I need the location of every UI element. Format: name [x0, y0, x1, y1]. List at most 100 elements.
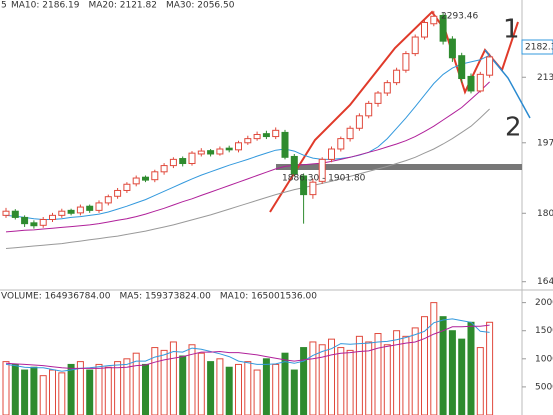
- candle-body: [169, 158, 177, 167]
- legend-prefix: 5: [1, 1, 7, 11]
- y-tick-label: 20000: [535, 298, 553, 308]
- candle-body: [86, 205, 94, 211]
- annotation-support: 1886.30 - 1901.80: [282, 174, 366, 184]
- candle-body: [95, 202, 103, 211]
- candle-body: [179, 158, 187, 165]
- candle-body: [458, 55, 466, 79]
- volume-bar: [95, 363, 103, 415]
- candle-body: [486, 56, 494, 76]
- volume-bar: [2, 361, 10, 415]
- candle-body: [262, 133, 270, 138]
- candle-body: [290, 155, 298, 175]
- legend-entry: MA5: 159373824.00: [119, 292, 211, 302]
- volume-bar: [30, 366, 38, 415]
- candle-body: [365, 102, 373, 117]
- candle-body: [448, 38, 456, 59]
- candle-body: [272, 129, 280, 138]
- candle-body: [476, 73, 484, 92]
- candle-body: [421, 22, 428, 38]
- volume-bar: [318, 344, 326, 415]
- volume-bar: [86, 369, 94, 415]
- annotation-high: 2293.46: [441, 12, 478, 22]
- volume-bar: [393, 330, 401, 415]
- volume-bar: [235, 363, 242, 415]
- candle-body: [197, 150, 205, 155]
- candle-body: [300, 175, 308, 196]
- volume-bar: [253, 369, 261, 415]
- candle-body: [67, 209, 75, 214]
- volume-bar: [142, 363, 149, 415]
- volume-bar: [328, 338, 335, 415]
- volume-bar: [448, 330, 456, 415]
- volume-bar: [430, 302, 438, 415]
- volume-bar: [290, 369, 298, 415]
- annotation-two: 2: [505, 113, 522, 143]
- candle-body: [411, 36, 419, 55]
- volume-bar: [476, 347, 484, 415]
- candle-body: [253, 133, 261, 140]
- ma-line: [5, 108, 490, 249]
- candle-body: [318, 158, 326, 182]
- volume-bar: [104, 366, 112, 415]
- legend-entry: MA30: 2056.50: [166, 1, 235, 11]
- support-band: [276, 164, 522, 170]
- volume-bar: [272, 363, 280, 415]
- volume-bar: [216, 358, 224, 415]
- candle-body: [39, 219, 47, 226]
- volume-bar: [114, 361, 122, 415]
- volume-bar: [21, 369, 29, 415]
- candle-body: [132, 177, 140, 185]
- candle-body: [393, 69, 401, 84]
- volume-bar: [132, 352, 140, 415]
- volume-bar: [179, 355, 187, 415]
- candle-body: [104, 196, 112, 204]
- legend-entry: MA10: 2186.19: [11, 1, 80, 11]
- volume-bar: [383, 344, 391, 415]
- volume-bar: [160, 349, 168, 415]
- candle-body: [49, 214, 56, 220]
- candle-body: [160, 165, 168, 173]
- volume-bar: [244, 361, 252, 415]
- volume-title: VOLUME: 164936784.00: [1, 292, 111, 302]
- candle-body: [30, 222, 38, 227]
- y-tick-label: 10000: [535, 354, 553, 364]
- candle-body: [216, 148, 224, 155]
- y-tick-label: 197: [537, 138, 553, 148]
- ma-line: [5, 81, 490, 233]
- volume-bar: [300, 347, 308, 415]
- candle-body: [142, 176, 149, 181]
- volume-bar: [197, 352, 205, 415]
- volume-bar: [346, 349, 354, 415]
- candle-body: [430, 15, 438, 25]
- volume-bar: [262, 358, 270, 415]
- candle-body: [439, 14, 447, 42]
- candle-body: [21, 216, 29, 225]
- ma-line: [5, 54, 490, 220]
- volume-bar: [49, 369, 56, 415]
- volume-bar: [151, 347, 159, 415]
- y-tick-label: 5000: [535, 382, 553, 392]
- price-tag: [521, 39, 553, 55]
- candle-body: [374, 92, 382, 104]
- volume-bar: [309, 341, 317, 415]
- candle-body: [2, 210, 10, 216]
- candle-body: [383, 82, 391, 94]
- candle-body: [123, 183, 131, 191]
- candle-body: [151, 171, 159, 181]
- volume-bar: [39, 375, 47, 415]
- candle-body: [188, 152, 196, 165]
- volume-bar: [458, 338, 466, 415]
- volume-bar: [76, 361, 84, 415]
- candle-body: [114, 189, 122, 197]
- volume-bar: [402, 335, 410, 415]
- volume-bar: [58, 372, 66, 415]
- volume-bar: [11, 363, 19, 415]
- volume-bar: [67, 363, 75, 415]
- volume-bar: [365, 341, 373, 415]
- volume-bar: [188, 344, 196, 415]
- volume-bar: [337, 347, 345, 415]
- y-tick-label: 15000: [535, 326, 553, 336]
- volume-bar: [207, 361, 215, 415]
- volume-bar: [225, 366, 233, 415]
